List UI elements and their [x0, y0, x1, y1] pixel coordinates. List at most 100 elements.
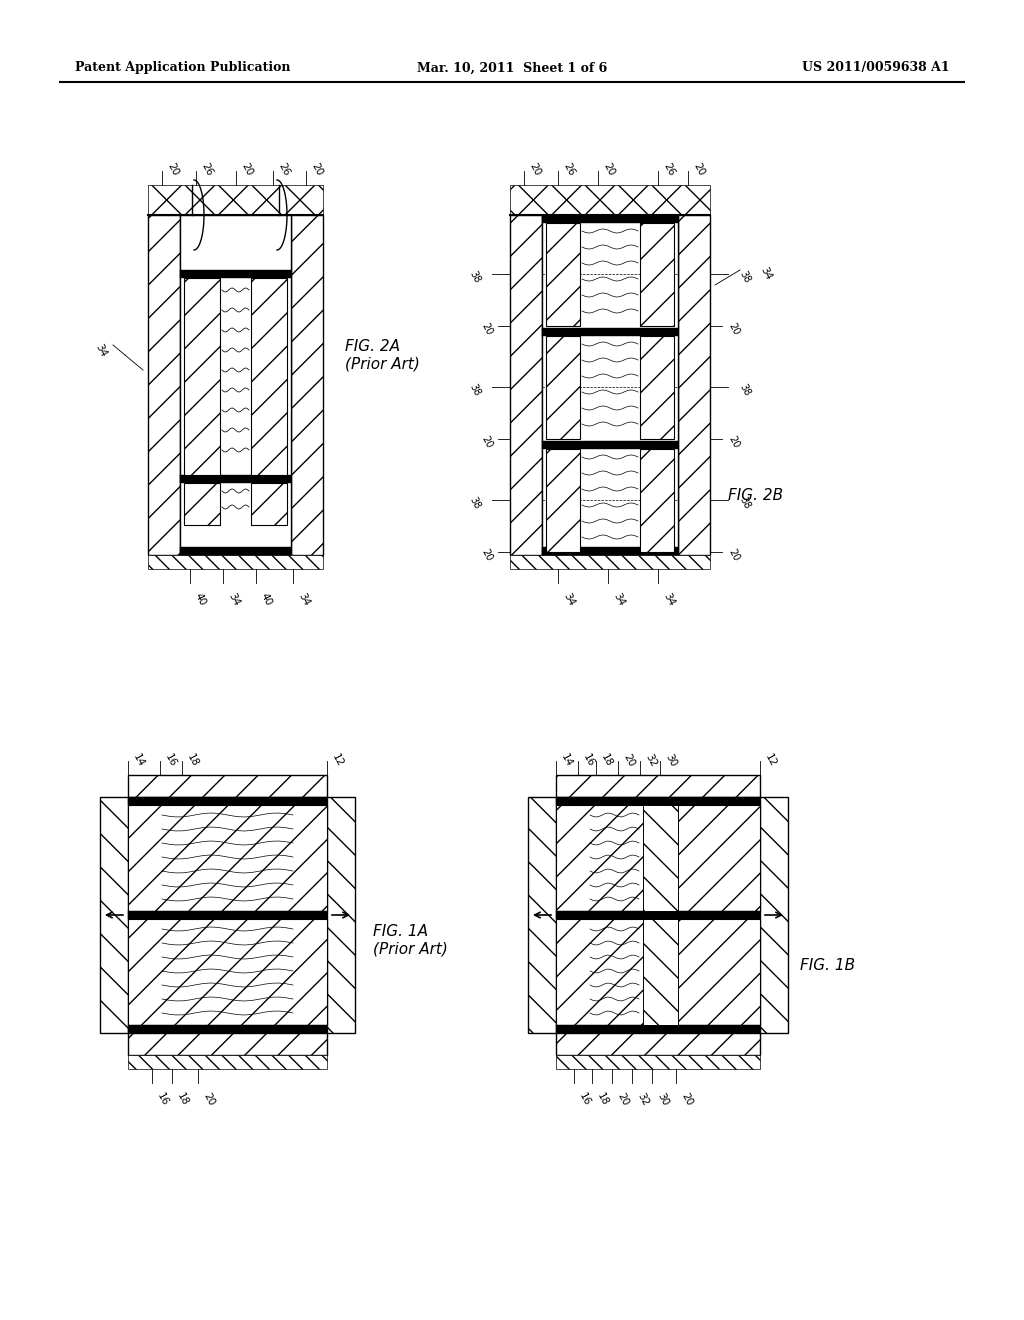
Text: 20: 20	[621, 752, 636, 768]
Text: 26: 26	[276, 161, 291, 177]
Text: 34: 34	[611, 591, 626, 607]
Bar	[640, 223, 674, 326]
Text: 16: 16	[155, 1092, 170, 1107]
Text: 18: 18	[595, 1092, 610, 1107]
Bar	[180, 271, 291, 279]
Text: 32: 32	[635, 1092, 650, 1107]
Text: Patent Application Publication: Patent Application Publication	[75, 62, 291, 74]
Bar	[510, 215, 542, 554]
Text: 20: 20	[601, 161, 616, 177]
Text: 34: 34	[662, 591, 676, 607]
Text: 12: 12	[763, 752, 778, 768]
Text: 38: 38	[738, 495, 753, 511]
Text: FIG. 2A
(Prior Art): FIG. 2A (Prior Art)	[345, 339, 420, 371]
Text: FIG. 1A
(Prior Art): FIG. 1A (Prior Art)	[373, 924, 447, 956]
Bar	[100, 797, 128, 1034]
Bar	[251, 483, 287, 525]
Text: 20: 20	[165, 161, 180, 177]
Text: 38: 38	[467, 381, 482, 397]
Text: 20: 20	[201, 1092, 216, 1107]
Bar	[546, 337, 580, 440]
Text: 14: 14	[131, 752, 146, 768]
Bar	[510, 554, 710, 569]
Text: 16: 16	[577, 1092, 592, 1107]
Text: FIG. 1B: FIG. 1B	[800, 957, 855, 973]
Bar	[148, 215, 180, 554]
Bar	[180, 475, 291, 483]
Bar	[180, 546, 291, 554]
Bar	[528, 797, 556, 1034]
Bar	[542, 546, 678, 554]
Bar	[291, 215, 323, 554]
Bar	[556, 919, 760, 1026]
Bar	[128, 1055, 327, 1069]
Text: 32: 32	[643, 752, 658, 768]
Text: 34: 34	[758, 265, 773, 281]
Bar	[643, 919, 678, 1026]
Text: 20: 20	[479, 546, 494, 562]
Text: 40: 40	[193, 591, 208, 607]
Text: 16: 16	[581, 752, 596, 768]
Text: 20: 20	[479, 434, 494, 450]
Text: 16: 16	[163, 752, 178, 768]
Bar	[148, 185, 323, 215]
Bar	[643, 805, 678, 911]
Text: 12: 12	[330, 752, 345, 768]
Text: 18: 18	[599, 752, 614, 768]
Bar	[542, 215, 678, 223]
Text: 20: 20	[527, 161, 542, 177]
Text: 20: 20	[679, 1092, 694, 1107]
Text: 30: 30	[655, 1092, 670, 1107]
Text: 34: 34	[226, 591, 241, 607]
Text: 20: 20	[479, 321, 494, 337]
Bar	[327, 797, 355, 1034]
Bar	[128, 911, 327, 919]
Text: 18: 18	[175, 1092, 190, 1107]
Text: 34: 34	[93, 342, 109, 359]
Text: 26: 26	[561, 161, 577, 177]
Bar	[184, 279, 220, 475]
Text: 14: 14	[559, 752, 574, 768]
Text: 20: 20	[239, 161, 254, 177]
Bar	[128, 1026, 327, 1034]
Text: 38: 38	[738, 269, 753, 285]
Text: 34: 34	[296, 591, 311, 607]
Bar	[556, 805, 760, 911]
Bar	[251, 279, 287, 475]
Bar	[128, 797, 327, 805]
Bar	[546, 223, 580, 326]
Text: Mar. 10, 2011  Sheet 1 of 6: Mar. 10, 2011 Sheet 1 of 6	[417, 62, 607, 74]
Text: 20: 20	[726, 321, 740, 337]
Bar	[556, 911, 760, 919]
Bar	[556, 1055, 760, 1069]
Bar	[128, 775, 327, 797]
Text: FIG. 2B: FIG. 2B	[728, 487, 783, 503]
Bar	[510, 185, 710, 215]
Text: US 2011/0059638 A1: US 2011/0059638 A1	[803, 62, 950, 74]
Bar	[542, 327, 678, 337]
Text: 38: 38	[738, 381, 753, 397]
Text: 20: 20	[726, 434, 740, 450]
Text: 20: 20	[691, 161, 706, 177]
Bar	[128, 1034, 327, 1055]
Text: 18: 18	[185, 752, 200, 768]
Text: 40: 40	[259, 591, 274, 607]
Bar	[542, 441, 678, 449]
Text: 20: 20	[309, 161, 324, 177]
Bar	[556, 775, 760, 797]
Bar	[128, 919, 327, 1026]
Bar	[556, 1034, 760, 1055]
Text: 34: 34	[561, 591, 577, 607]
Text: 26: 26	[662, 161, 676, 177]
Bar	[180, 215, 291, 554]
Text: 20: 20	[726, 546, 740, 562]
Text: 30: 30	[663, 752, 678, 768]
Bar	[640, 449, 674, 552]
Bar	[148, 554, 323, 569]
Bar	[556, 797, 760, 805]
Bar	[542, 215, 678, 554]
Bar	[546, 449, 580, 552]
Text: 20: 20	[615, 1092, 630, 1107]
Bar	[184, 483, 220, 525]
Bar	[640, 337, 674, 440]
